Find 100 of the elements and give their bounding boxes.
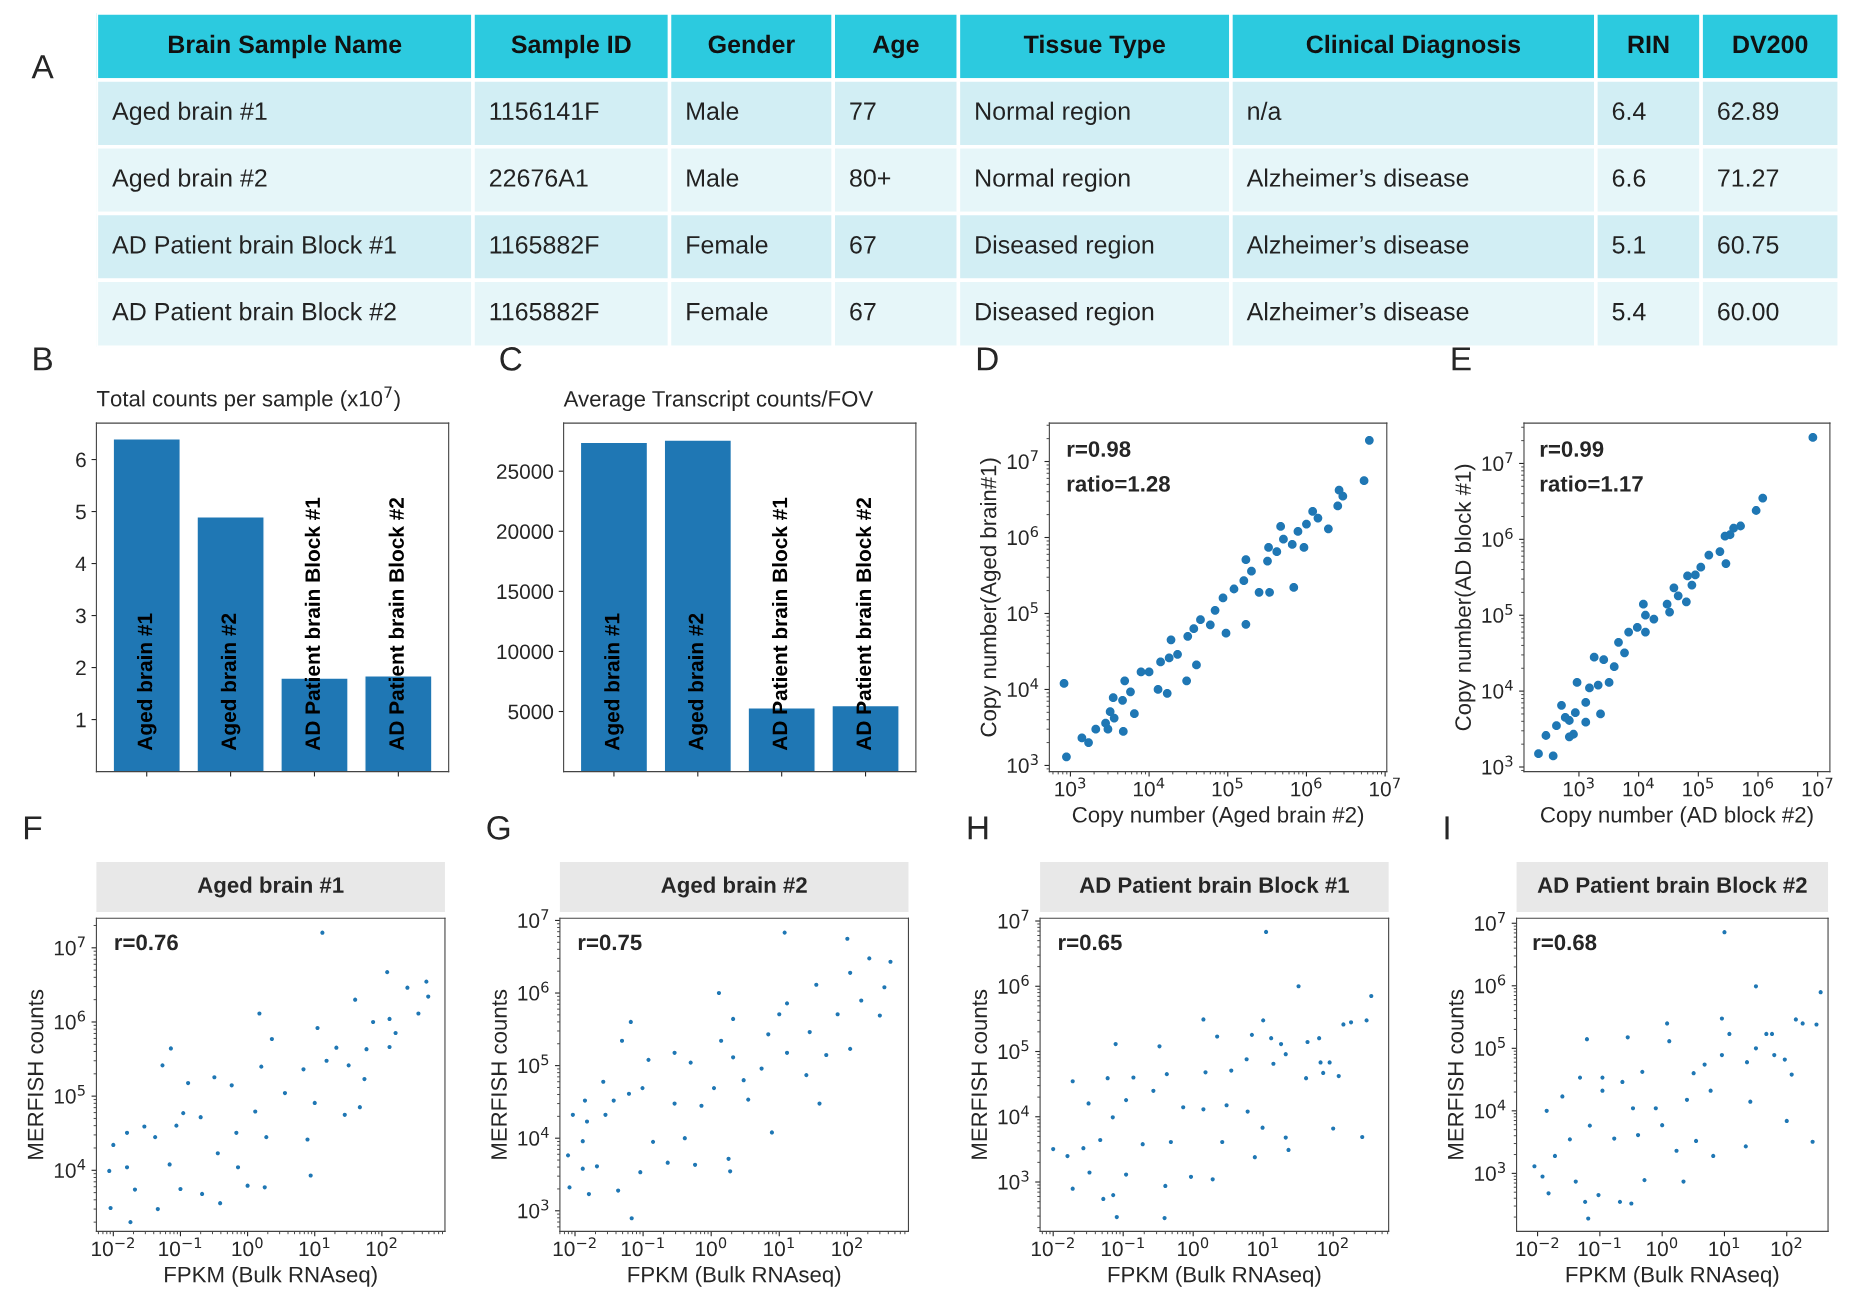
y-tick-label: 10$^{6}$ xyxy=(54,1010,86,1030)
text: 1156141F xyxy=(490,102,599,121)
x-axis-title: FPKM (Bulk RNAseq) xyxy=(1566,1266,1779,1287)
annotation: r=0.65 xyxy=(1058,934,1122,951)
x-tick-label: 10$^{1}$ xyxy=(1709,1237,1740,1257)
text: G xyxy=(487,816,510,840)
bar xyxy=(579,441,649,772)
y-tick-label: 10$^{4}$ xyxy=(998,1105,1029,1125)
text: C xyxy=(500,347,522,371)
text: E xyxy=(1452,347,1471,371)
y-tick-label: 10$^{4}$ xyxy=(54,1159,86,1178)
x-axis-title: Copy number (AD block #2) xyxy=(1540,806,1813,827)
x-tick-label: 10$^{7}$ xyxy=(1370,777,1400,797)
text: n/a xyxy=(1248,101,1282,121)
x-tick-label: AD Patient brain Block #1 xyxy=(771,497,788,751)
text: 6.4 xyxy=(1612,102,1646,121)
bar xyxy=(663,439,733,772)
x-tick-label: 10$^{−2}$ xyxy=(1516,1237,1559,1257)
y-tick-label: 10$^{6}$ xyxy=(998,974,1029,994)
text: 22676A1 xyxy=(489,169,588,187)
text: Alzheimer’s disease xyxy=(1246,302,1469,321)
x-tick-label: 10$^{2}$ xyxy=(832,1237,862,1257)
annotation: ratio=1.17 xyxy=(1540,475,1643,492)
text: Alzheimer’s disease xyxy=(1246,235,1469,254)
category-label: Gender xyxy=(708,34,795,54)
y-tick-label: 20000 xyxy=(497,524,554,540)
x-tick-label: Aged brain #1 xyxy=(136,613,157,751)
chart-title: Aged brain #2 xyxy=(661,876,807,898)
y-axis-title: MERFISH counts xyxy=(27,989,44,1159)
y-tick-label: 10$^{4}$ xyxy=(1475,1099,1506,1119)
x-axis-title: FPKM (Bulk RNAseq) xyxy=(165,1266,377,1287)
y-tick-label: 10$^{3}$ xyxy=(1482,755,1513,775)
x-tick-label: Aged brain #2 xyxy=(220,613,241,751)
y-tick-label: 10$^{3}$ xyxy=(518,1199,549,1219)
chart-title: Total counts per sample (x10$^{7}$) xyxy=(96,386,400,411)
y-tick-label: 3 xyxy=(75,608,86,624)
text: Alzheimer’s disease xyxy=(1246,168,1469,187)
x-tick-label: 10$^{3}$ xyxy=(1563,777,1594,797)
text: 1165882F xyxy=(490,302,599,321)
category-label: Age xyxy=(872,35,919,59)
chart-title: Average Transcript counts/FOV xyxy=(563,390,874,412)
y-tick-label: 10$^{6}$ xyxy=(518,981,549,1001)
y-tick-label: 10$^{6}$ xyxy=(1007,526,1039,546)
y-tick-label: 10$^{6}$ xyxy=(1475,974,1506,994)
text: 60.00 xyxy=(1718,302,1779,321)
text: 67 xyxy=(850,302,876,321)
text: 6.6 xyxy=(1612,169,1646,187)
y-tick-label: 10$^{7}$ xyxy=(1007,450,1038,470)
text: Normal region xyxy=(976,168,1130,192)
x-tick-label: 10$^{1}$ xyxy=(1248,1237,1278,1257)
chart-title: AD Patient brain Block #2 xyxy=(1537,876,1807,893)
x-tick-label: 10$^{3}$ xyxy=(1055,777,1086,797)
x-tick-label: Aged brain #2 xyxy=(688,613,708,751)
text: 5.1 xyxy=(1612,236,1646,254)
x-tick-label: 10$^{0}$ xyxy=(1647,1237,1678,1257)
y-tick-label: 10$^{6}$ xyxy=(1482,527,1513,547)
x-tick-label: 10$^{4}$ xyxy=(1623,777,1654,797)
y-tick-label: 1 xyxy=(76,712,86,728)
category-label: Sample ID xyxy=(511,34,631,59)
y-tick-label: 6 xyxy=(76,452,86,468)
x-tick-label: Aged brain #1 xyxy=(604,613,624,751)
category-label: Brain Sample Name xyxy=(168,34,402,59)
x-tick-label: 10$^{−2}$ xyxy=(1031,1237,1074,1257)
y-tick-label: 10$^{4}$ xyxy=(518,1127,549,1146)
text: Aged brain #1 xyxy=(112,101,267,125)
x-tick-label: 10$^{−1}$ xyxy=(621,1237,664,1257)
annotation: ratio=1.28 xyxy=(1067,475,1170,492)
text: 77 xyxy=(850,102,876,120)
text: AD Patient brain Block #1 xyxy=(112,235,396,254)
y-tick-label: 2 xyxy=(76,660,86,676)
x-tick-label: 10$^{0}$ xyxy=(696,1237,727,1257)
y-tick-label: 10$^{5}$ xyxy=(998,1040,1029,1060)
x-tick-label: 10$^{0}$ xyxy=(1178,1237,1209,1257)
x-tick-label: AD Patient brain Block #1 xyxy=(304,497,321,751)
y-tick-label: 10$^{3}$ xyxy=(998,1170,1029,1190)
x-tick-label: 10$^{−1}$ xyxy=(1101,1237,1144,1257)
text: H xyxy=(968,816,988,840)
text: I xyxy=(1445,816,1449,840)
x-tick-label: 10$^{5}$ xyxy=(1212,777,1243,797)
y-tick-label: 10$^{7}$ xyxy=(998,909,1029,929)
text: F xyxy=(24,816,42,840)
text: Normal region xyxy=(976,101,1130,125)
text: Diseased region xyxy=(976,302,1154,326)
x-tick-label: 10$^{−2}$ xyxy=(92,1237,134,1257)
text: Female xyxy=(687,235,768,254)
x-tick-label: 10$^{−1}$ xyxy=(1578,1237,1621,1257)
text: 1165882F xyxy=(490,235,599,254)
y-tick-label: 10$^{5}$ xyxy=(54,1084,85,1104)
x-tick-label: 10$^{6}$ xyxy=(1742,777,1774,797)
y-tick-label: 10000 xyxy=(497,644,554,660)
x-tick-label: AD Patient brain Block #2 xyxy=(388,497,404,751)
x-tick-label: 10$^{0}$ xyxy=(232,1237,263,1257)
y-tick-label: 4 xyxy=(75,556,87,572)
text: Diseased region xyxy=(976,235,1154,259)
x-axis-title: FPKM (Bulk RNAseq) xyxy=(1108,1266,1321,1287)
annotation: r=0.76 xyxy=(115,934,178,951)
chart-title: Aged brain #1 xyxy=(197,876,344,898)
x-axis-title: FPKM (Bulk RNAseq) xyxy=(628,1266,841,1287)
x-tick-label: 10$^{1}$ xyxy=(764,1237,794,1257)
annotation: r=0.99 xyxy=(1540,441,1604,457)
